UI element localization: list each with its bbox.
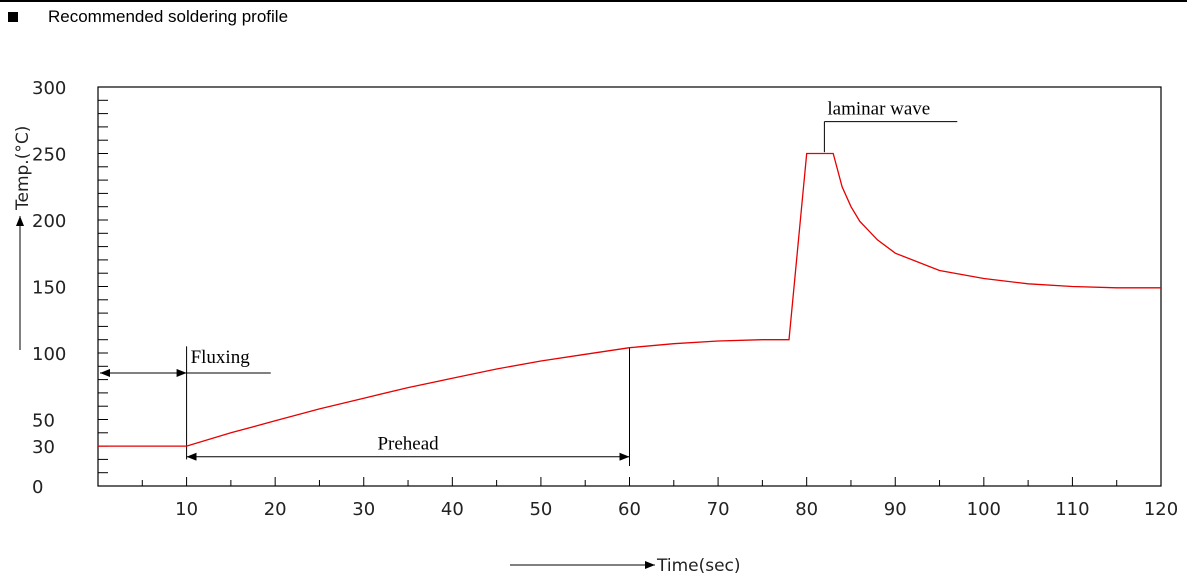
x-axis-title: Time(sec) bbox=[656, 556, 741, 576]
fluxing-label: Fluxing bbox=[191, 347, 251, 368]
prehead-label: Prehead bbox=[377, 434, 439, 455]
x-tick-label: 40 bbox=[441, 499, 464, 520]
heading-text: Recommended soldering profile bbox=[48, 7, 289, 26]
y-tick-label: 150 bbox=[32, 278, 66, 299]
temperature-curve bbox=[98, 152, 1161, 447]
x-tick-label: 80 bbox=[795, 499, 818, 520]
laminar-wave-label: laminar wave bbox=[827, 99, 930, 120]
x-tick-label: 30 bbox=[352, 499, 375, 520]
y-tick-label: 250 bbox=[32, 145, 66, 166]
x-tick-label: 60 bbox=[618, 499, 641, 520]
top-border-line bbox=[0, 0, 1187, 2]
x-tick-label: 20 bbox=[264, 499, 287, 520]
y-tick-label: 50 bbox=[32, 411, 55, 432]
y-tick-label: 200 bbox=[32, 211, 66, 232]
section-heading: Recommended soldering profile bbox=[8, 7, 288, 27]
x-tick-label: 120 bbox=[1144, 499, 1178, 520]
x-tick-label: 110 bbox=[1055, 499, 1089, 520]
square-bullet-icon bbox=[8, 12, 18, 22]
x-tick-label: 50 bbox=[529, 499, 552, 520]
axis-ticks: 10 20 30 40 50 60 70 80 90 100 110 120 0 30 50 100 150 20… bbox=[32, 78, 1178, 520]
x-tick-label: 70 bbox=[707, 499, 730, 520]
y-tick-label: 300 bbox=[32, 78, 66, 99]
x-tick-label: 90 bbox=[884, 499, 907, 520]
y-axis-title: Temp.(°C) bbox=[13, 126, 33, 211]
annotations: Fluxing Prehead laminar wave bbox=[100, 99, 958, 467]
y-tick-label: 30 bbox=[32, 437, 55, 458]
x-tick-label: 10 bbox=[175, 499, 198, 520]
x-tick-label: 100 bbox=[967, 499, 1001, 520]
y-tick-label: 100 bbox=[32, 344, 66, 365]
y-tick-label: 0 bbox=[32, 477, 43, 498]
